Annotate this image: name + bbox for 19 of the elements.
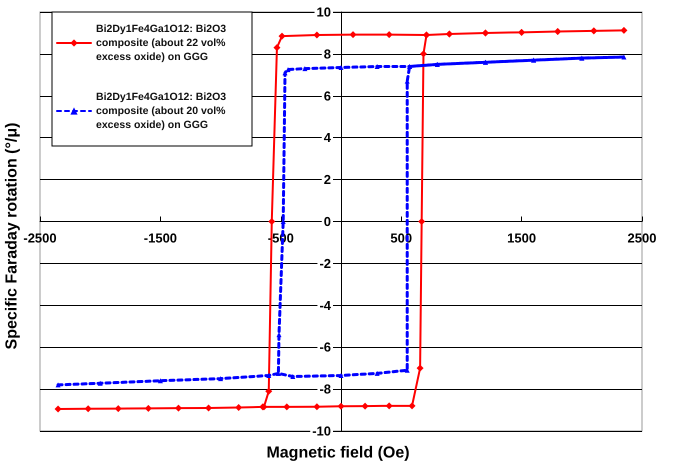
y-tick-label: -10: [312, 424, 331, 438]
legend-label: Bi2Dy1Fe4Ga1O12: Bi2O3 composite (about 20 vol% excess oxide) on GGG: [96, 91, 230, 131]
y-tick-label: -6: [319, 340, 331, 355]
y-tick-label: 4: [324, 130, 332, 146]
x-tick-label: -1500: [144, 230, 178, 246]
y-tick-label: -4: [319, 298, 332, 313]
y-tick-label: -8: [319, 382, 331, 397]
y-tick-label: 2: [324, 172, 331, 188]
x-axis-title: Magnetic field (Oe): [266, 444, 410, 462]
x-tick-label: 2500: [628, 230, 656, 246]
x-tick-label: -2500: [23, 230, 57, 246]
y-tick-label: 6: [324, 88, 331, 104]
y-tick-label: -2: [319, 256, 331, 271]
y-tick-label: 8: [324, 46, 331, 62]
y-axis-title: Specific Faraday rotation (°/μ): [4, 122, 20, 350]
x-tick-label: 1500: [507, 230, 536, 246]
legend-label: Bi2Dy1Fe4Ga1O12: Bi2O3 composite (about 22 vol% excess oxide) on GGG: [96, 23, 230, 63]
y-tick-label: 10: [316, 4, 331, 20]
y-tick-label: 0: [324, 214, 331, 229]
